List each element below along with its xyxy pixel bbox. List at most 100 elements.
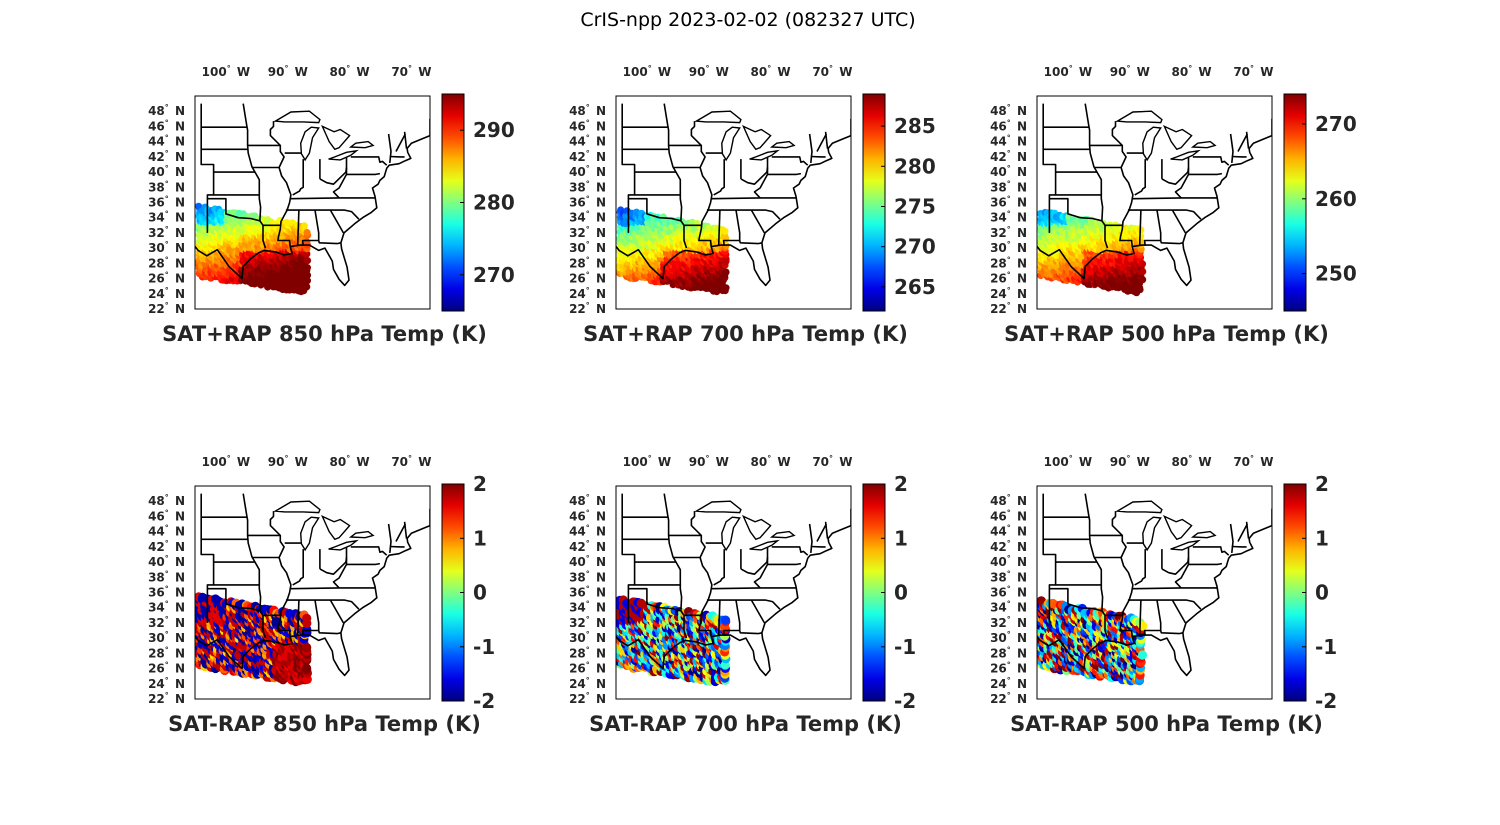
lat-tick-deg: 48 [148,494,165,508]
lon-tick-deg: 90 [689,65,706,79]
lat-tick-deg: 36 [569,196,586,210]
lat-tick-deg: 40 [148,165,165,179]
lat-tick-deg: 44 [569,525,586,539]
lon-tick-dir: W [1256,65,1273,79]
lat-tick-label: 24° N [148,286,185,301]
colorbar-tick-label: 250 [1315,262,1357,286]
lat-tick-label: 40° N [569,164,606,179]
lat-tick-label: 22° N [569,691,606,706]
lat-tick-deg-sign: ° [165,103,169,112]
lat-tick-deg-sign: ° [586,164,590,173]
lat-tick-dir: N [592,150,606,164]
lat-tick-deg: 32 [569,616,586,630]
lat-tick-deg: 38 [569,570,586,584]
lat-tick-deg: 30 [569,631,586,645]
colorbar-tick-label: -1 [894,635,916,659]
lat-tick-deg: 22 [569,302,586,316]
state-border [767,172,802,176]
lat-tick-dir: N [592,586,606,600]
lat-tick-label: 46° N [148,118,185,133]
lat-tick-deg: 36 [148,196,165,210]
lat-tick-dir: N [171,165,185,179]
lat-tick-label: 24° N [990,286,1027,301]
lat-tick-label: 48° N [569,103,606,118]
lat-tick-label: 46° N [148,508,185,523]
lat-tick-deg: 48 [569,494,586,508]
lat-tick-label: 34° N [569,210,606,225]
lon-tick-deg: 80 [330,65,347,79]
state-border [285,209,360,220]
lon-tick-deg-sign: ° [408,454,412,463]
lat-tick-dir: N [171,601,185,615]
lat-tick-deg-sign: ° [586,630,590,639]
lat-tick-deg: 44 [148,525,165,539]
lon-tick-label: 90° W [689,64,729,79]
state-border [690,511,713,637]
lat-tick-deg-sign: ° [165,615,169,624]
lat-tick-deg-sign: ° [586,255,590,264]
lat-tick-deg-sign: ° [586,676,590,685]
lon-tick-dir: W [773,455,790,469]
lat-tick-label: 38° N [990,179,1027,194]
lake-outline [749,539,780,551]
lat-tick-deg: 34 [148,211,165,225]
lat-tick-deg-sign: ° [165,585,169,594]
lat-tick-label: 42° N [148,539,185,554]
lon-tick-label: 70° W [812,454,852,469]
lat-tick-label: 32° N [148,225,185,240]
lat-tick-dir: N [171,104,185,118]
state-border [1159,240,1184,245]
lat-tick-dir: N [171,135,185,149]
lon-tick-deg-sign: ° [1069,64,1073,73]
lat-tick-dir: N [1013,302,1027,316]
lat-tick-dir: N [171,119,185,133]
lat-tick-dir: N [171,272,185,286]
lon-tick-deg: 90 [1110,65,1127,79]
lon-tick-deg: 80 [1172,65,1189,79]
lat-tick-dir: N [1013,104,1027,118]
lat-tick-label: 44° N [990,134,1027,149]
lat-tick-label: 46° N [569,508,606,523]
lon-tick-deg: 100 [202,455,227,469]
lat-tick-deg-sign: ° [165,524,169,533]
lake-outline [348,140,375,149]
state-border [628,197,682,222]
state-border [269,511,292,637]
lat-tick-dir: N [592,180,606,194]
lat-tick-dir: N [1013,226,1027,240]
lat-tick-label: 30° N [148,240,185,255]
lat-tick-deg: 26 [990,272,1007,286]
lat-tick-deg: 30 [990,241,1007,255]
lon-tick-label: 70° W [1233,64,1273,79]
lat-tick-dir: N [592,540,606,554]
state-border [242,103,267,249]
lake-outline [769,140,796,149]
lon-tick-deg: 80 [330,455,347,469]
swath-dot [303,283,311,291]
state-border [816,523,828,542]
lon-tick-dir: W [773,65,790,79]
lat-tick-dir: N [592,302,606,316]
state-border [290,197,375,200]
lon-tick-deg: 70 [391,65,408,79]
lat-tick-dir: N [592,494,606,508]
lon-tick-deg-sign: ° [284,454,288,463]
lake-outline [694,500,742,514]
lat-tick-deg-sign: ° [1007,271,1011,280]
lat-tick-deg-sign: ° [165,554,169,563]
panels: 100° W 90° W 80° W 70° W48° N46° N44° N42° … [148,64,1357,736]
map-content [195,96,430,309]
lat-tick-deg: 48 [569,104,586,118]
lon-tick-deg: 70 [1233,65,1250,79]
lon-tick-deg-sign: ° [648,64,652,73]
state-border [711,587,796,590]
lat-tick-label: 44° N [148,134,185,149]
lon-tick-deg-sign: ° [346,64,350,73]
map-frame [194,95,431,310]
swath-dot [300,222,308,230]
swath-dot [303,250,311,258]
lat-tick-label: 48° N [148,493,185,508]
lat-tick-label: 24° N [569,286,606,301]
lon-tick-label: 70° W [391,454,431,469]
state-border [771,546,809,556]
